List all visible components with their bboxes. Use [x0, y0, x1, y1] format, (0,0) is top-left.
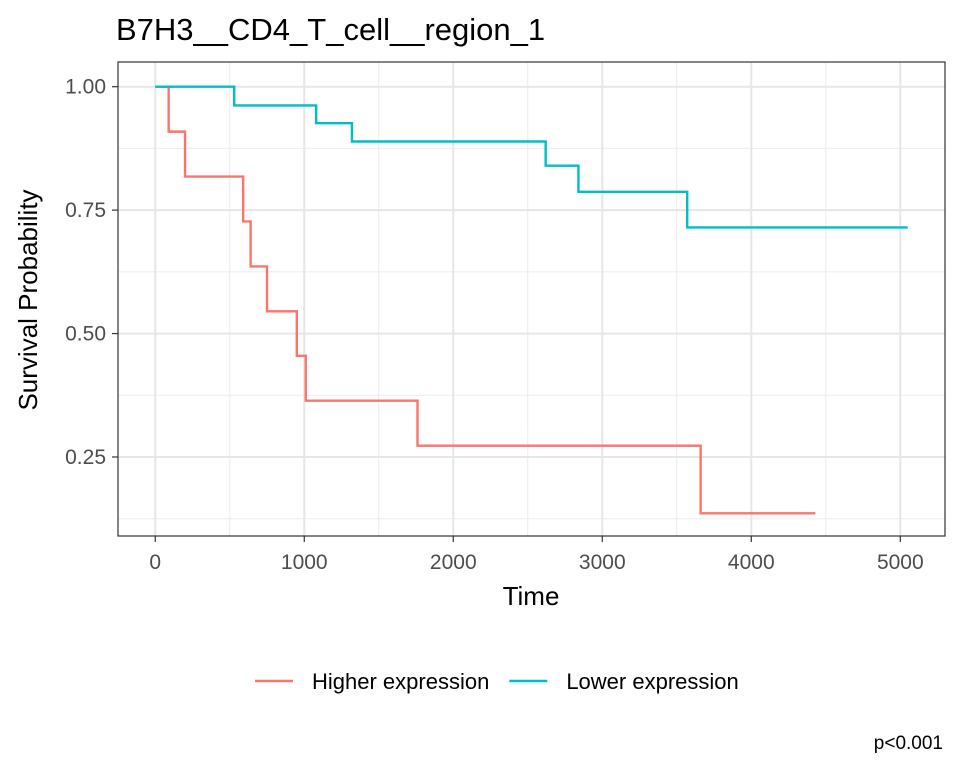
y-tick-label: 0.25	[65, 446, 106, 469]
y-tick-label: 0.75	[65, 199, 106, 222]
x-tick-label: 1000	[281, 551, 328, 574]
legend: Higher expression Lower expression	[255, 669, 739, 694]
plot-border	[117, 61, 946, 537]
legend-label: Higher expression	[312, 669, 489, 694]
chart-title: B7H3__CD4_T_cell__region_1	[116, 12, 545, 47]
legend-label: Lower expression	[566, 669, 738, 694]
y-axis-title: Survival Probability	[13, 189, 43, 410]
series-line-higher-expression	[155, 85, 816, 515]
series-layer	[155, 85, 908, 515]
p-value-caption: p<0.001	[874, 733, 943, 754]
grid-layer	[118, 62, 945, 536]
x-tick-label: 2000	[430, 551, 477, 574]
axis-layer: 0 1000 2000 3000 4000 5000 0.25 0.50 0.75 1.00	[65, 76, 924, 574]
x-tick-label: 3000	[579, 551, 626, 574]
y-tick-label: 0.50	[65, 323, 106, 346]
x-axis-title: Time	[503, 581, 560, 611]
x-tick-label: 4000	[728, 551, 775, 574]
x-tick-label: 0	[149, 551, 161, 574]
series-line-lower-expression	[155, 85, 908, 229]
x-tick-label: 5000	[877, 551, 924, 574]
y-tick-label: 1.00	[65, 76, 106, 99]
